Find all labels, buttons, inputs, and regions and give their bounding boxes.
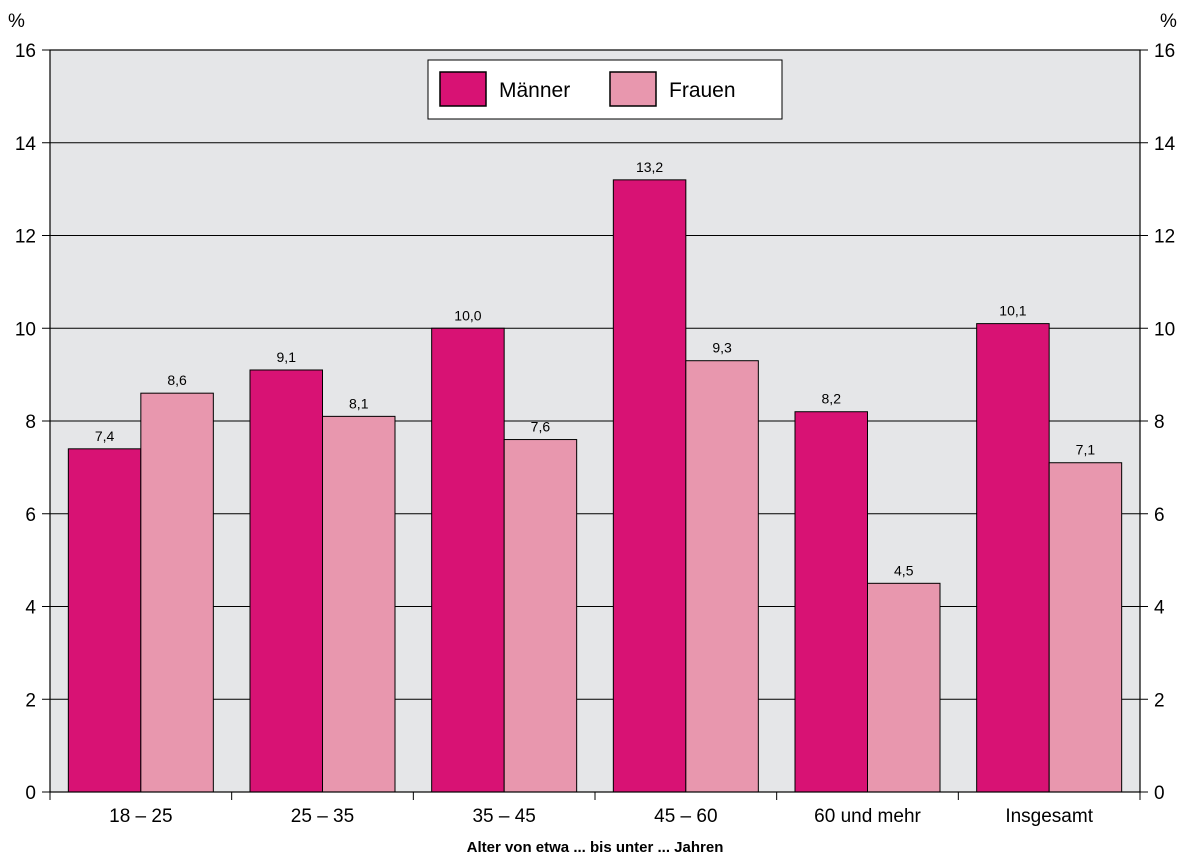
legend-label: Männer [499, 79, 570, 102]
bar [867, 582, 941, 793]
y-tick-label: 2 [25, 690, 36, 711]
x-tick-label: Insgesamt [1005, 806, 1093, 827]
y-tick-label: 0 [1154, 783, 1165, 804]
bar [67, 448, 142, 793]
bar [794, 411, 868, 793]
data-label: 7,1 [1076, 442, 1096, 458]
bar [612, 179, 687, 793]
y-tick-label: 6 [1154, 505, 1165, 526]
x-tick-label: 25 – 35 [291, 806, 354, 827]
y-tick-label: 14 [1154, 134, 1176, 155]
y-tick-label: 0 [25, 783, 36, 804]
bar [976, 323, 1050, 793]
data-label: 10,1 [999, 303, 1026, 319]
y-unit-left: % [8, 11, 25, 32]
data-label: 8,2 [822, 391, 842, 407]
y-tick-label: 14 [15, 134, 37, 155]
data-label: 7,6 [531, 419, 551, 435]
legend-swatch [439, 71, 487, 107]
legend-label: Frauen [669, 79, 736, 102]
bar [1048, 462, 1123, 793]
bar [431, 327, 505, 793]
data-label: 7,4 [95, 428, 115, 444]
x-tick-label: 35 – 45 [472, 806, 535, 827]
y-tick-label: 16 [15, 41, 36, 62]
legend-swatch [609, 71, 657, 107]
y-tick-label: 10 [1154, 319, 1175, 340]
x-axis: 18 – 25 25 – 35 35 – 45 45 – 60 60 und mehr I… [49, 792, 1141, 827]
y-unit-right: % [1160, 11, 1177, 32]
x-axis-title: Alter von etwa ... bis unter ... Jahren [467, 839, 724, 856]
y-tick-label: 6 [25, 505, 36, 526]
y-tick-label: 12 [15, 227, 36, 248]
y-tick-label: 4 [1154, 598, 1165, 619]
data-label: 13,2 [636, 159, 663, 175]
y-tick-label: 4 [25, 598, 36, 619]
x-tick-label: 18 – 25 [109, 806, 172, 827]
y-tick-label: 12 [1154, 227, 1175, 248]
data-label: 9,1 [277, 349, 297, 365]
y-tick-label: 2 [1154, 690, 1165, 711]
bar [685, 360, 759, 793]
y-tick-label: 8 [25, 412, 36, 433]
data-label: 4,5 [894, 562, 914, 578]
data-label: 10,0 [454, 307, 481, 323]
y-axis-left: 0 2 4 6 8 10 12 14 16 [15, 41, 50, 804]
y-axis-right: 0 2 4 6 8 10 12 14 16 [1140, 41, 1176, 804]
legend-box [427, 59, 783, 120]
y-tick-label: 16 [1154, 41, 1175, 62]
bars [67, 179, 1123, 793]
data-label: 9,3 [712, 340, 732, 356]
x-tick-label: 60 und mehr [814, 806, 921, 827]
data-label: 8,1 [349, 395, 369, 411]
y-tick-label: 8 [1154, 412, 1165, 433]
y-tick-label: 10 [15, 319, 36, 340]
data-label: 8,6 [167, 372, 187, 388]
bar [249, 369, 323, 793]
data-labels: 7,4 8,6 9,1 8,1 10,0 7,6 13,2 9,3 8,2 4,5 10,1 7,1 [95, 159, 1096, 578]
gridlines [50, 142, 1140, 700]
bar [322, 415, 396, 793]
bar [140, 392, 214, 793]
legend: Männer Frauen [427, 59, 783, 120]
bar [503, 439, 578, 793]
x-tick-label: 45 – 60 [654, 806, 717, 827]
